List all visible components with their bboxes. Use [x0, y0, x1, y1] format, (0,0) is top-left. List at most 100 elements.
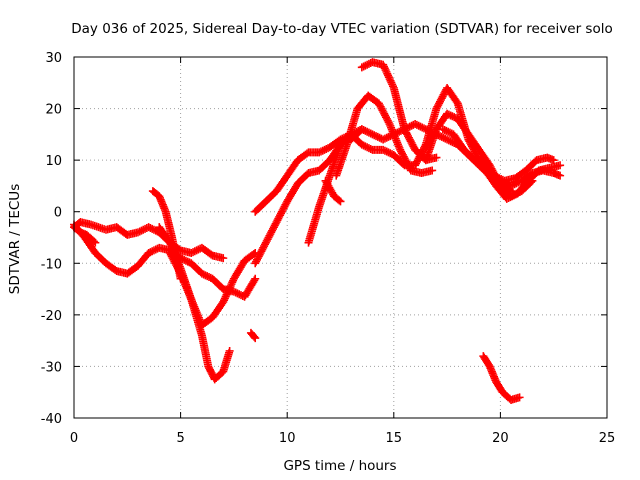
x-tick-label: 25: [599, 431, 616, 446]
data-point: [420, 124, 429, 133]
data-point: [507, 181, 516, 190]
series-trace-17: [438, 125, 565, 203]
x-tick-label: 5: [176, 431, 184, 446]
x-tick-label: 0: [70, 431, 78, 446]
data-point: [437, 132, 446, 141]
series-trace-7: [246, 328, 260, 343]
data-point: [400, 125, 409, 134]
data-point: [508, 192, 517, 201]
data-point: [133, 228, 142, 237]
series-trace-9: [251, 130, 356, 216]
data-point: [366, 129, 375, 138]
data-point: [443, 109, 452, 118]
data-point: [233, 289, 242, 298]
data-point: [192, 246, 201, 255]
data-point: [183, 257, 192, 266]
data-point: [438, 125, 447, 134]
data-point: [381, 66, 390, 75]
data-point: [421, 125, 430, 134]
data-point: [220, 296, 229, 305]
y-tick-label: 10: [45, 154, 62, 169]
data-point: [189, 248, 198, 257]
series-trace-3: [70, 223, 100, 247]
data-point: [221, 292, 230, 301]
data-point: [416, 122, 425, 131]
data-point: [146, 224, 155, 233]
y-tick-label: -10: [41, 257, 62, 272]
data-point: [388, 82, 397, 91]
data-point: [316, 147, 325, 156]
data-point: [495, 174, 504, 183]
data-point: [450, 113, 459, 122]
data-point: [201, 271, 210, 280]
series-trace-6: [165, 248, 260, 330]
data-point: [384, 132, 393, 141]
data-point: [364, 59, 373, 68]
data-point: [135, 227, 144, 236]
data-point: [144, 223, 153, 232]
y-axis-label: SDTVAR / TECUs: [7, 184, 23, 294]
data-point: [395, 127, 404, 136]
data-point: [359, 126, 368, 135]
data-point: [383, 69, 392, 78]
data-point: [361, 61, 370, 70]
plot-frame: [73, 56, 608, 419]
data-point: [361, 126, 370, 135]
data-point: [411, 120, 420, 129]
data-point: [250, 276, 259, 285]
data-point: [423, 126, 432, 135]
data-point: [375, 133, 384, 142]
data-point: [556, 161, 565, 170]
data-point: [384, 118, 393, 127]
data-point: [144, 248, 153, 257]
data-point: [490, 171, 499, 180]
data-point: [220, 294, 229, 303]
data-point: [443, 135, 452, 144]
data-point: [222, 290, 231, 299]
data-point: [386, 76, 395, 85]
data-point: [412, 120, 421, 129]
data-point: [357, 125, 366, 134]
data-point: [372, 132, 381, 141]
data-point: [444, 127, 453, 136]
data-point: [382, 67, 391, 76]
data-point: [497, 175, 506, 184]
data-point: [493, 173, 502, 182]
data-point: [404, 123, 413, 132]
data-point: [199, 270, 208, 279]
data-point: [223, 289, 232, 298]
data-point: [148, 224, 157, 233]
data-point: [250, 332, 259, 341]
data-point: [386, 149, 395, 158]
data-point: [515, 393, 524, 402]
data-point: [146, 248, 155, 257]
data-point: [446, 137, 455, 146]
data-point: [91, 238, 100, 247]
data-point: [203, 272, 212, 281]
data-point: [224, 285, 233, 294]
data-point: [368, 130, 377, 139]
y-tick-label: 0: [54, 206, 62, 221]
data-point: [440, 126, 449, 135]
data-point: [219, 297, 228, 306]
data-point: [444, 110, 453, 119]
data-point: [151, 245, 160, 254]
data-point: [335, 196, 344, 205]
data-point: [373, 132, 382, 141]
chart-title: Day 036 of 2025, Sidereal Day-to-day VTE…: [71, 21, 612, 37]
data-point: [231, 288, 240, 297]
data-point: [439, 133, 448, 142]
data-point: [336, 197, 345, 206]
data-point: [361, 142, 370, 151]
data-point: [384, 71, 393, 80]
data-point: [428, 166, 437, 175]
data-point: [384, 148, 393, 157]
data-point: [385, 75, 394, 84]
data-point: [137, 226, 146, 235]
data-point: [391, 129, 400, 138]
data-point: [205, 273, 214, 282]
data-point: [320, 145, 329, 154]
data-point: [506, 193, 515, 202]
data-point: [364, 128, 373, 137]
